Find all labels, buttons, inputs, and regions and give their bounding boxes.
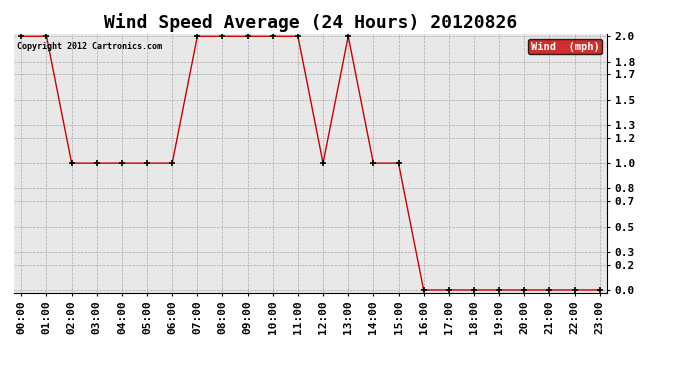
- Title: Wind Speed Average (24 Hours) 20120826: Wind Speed Average (24 Hours) 20120826: [104, 13, 517, 32]
- Legend: Wind  (mph): Wind (mph): [528, 39, 602, 54]
- Text: Copyright 2012 Cartronics.com: Copyright 2012 Cartronics.com: [17, 42, 161, 51]
